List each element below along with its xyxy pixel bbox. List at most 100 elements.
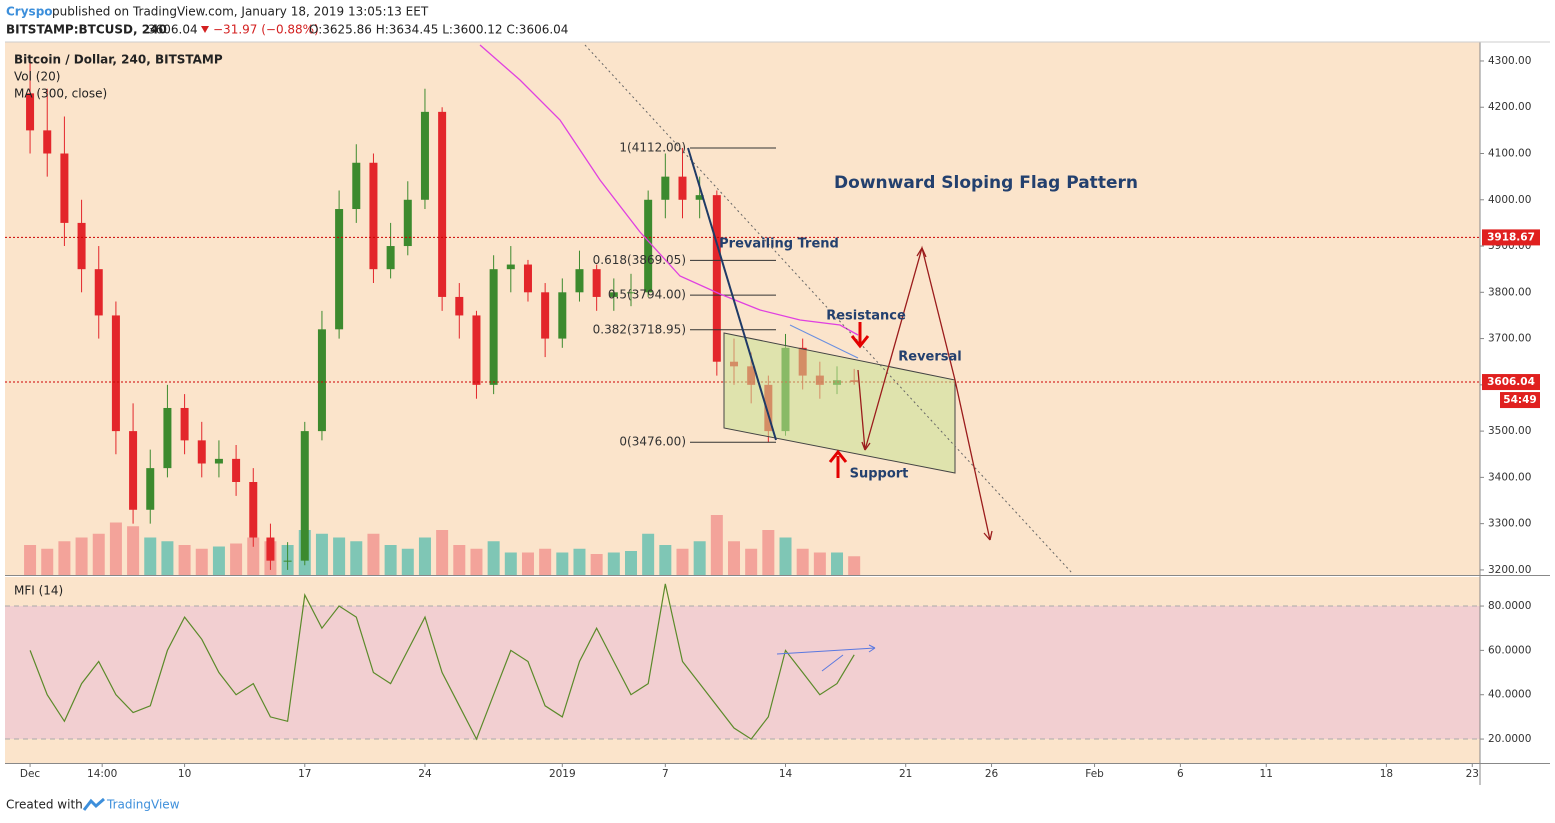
mfi-band: [5, 606, 1480, 739]
footer-brand[interactable]: TradingView: [106, 798, 180, 812]
candle-body: [111, 315, 120, 432]
volume-bar: [144, 537, 157, 575]
fib-label: 0.618(3869.05): [593, 253, 686, 267]
volume-bar: [127, 526, 140, 575]
candle-body: [232, 458, 241, 483]
volume-bar: [212, 546, 225, 575]
volume-bar: [521, 552, 534, 575]
candle-body: [335, 209, 344, 330]
volume-bar: [659, 545, 672, 575]
volume-bar: [556, 552, 569, 575]
volume-bar: [350, 541, 363, 575]
candle-body: [283, 560, 292, 562]
level-label: 3918.67: [1487, 231, 1535, 243]
mfi-layer: 20.0000 40.0000 60.0000 80.0000 Dec 14:00 10 17…: [5, 583, 1531, 780]
candle-body: [489, 269, 498, 385]
y-tick-label: 20.0000: [1488, 733, 1531, 745]
price-panel: [5, 42, 1480, 575]
level-tag: [1482, 374, 1540, 391]
volume-bar: [109, 522, 122, 575]
y-tick-label: 3200.00: [1488, 564, 1531, 576]
volume-bar: [41, 548, 54, 575]
y-tick-label: 4100.00: [1488, 148, 1531, 160]
volume-bar: [728, 541, 741, 575]
fib-label: 1(4112.00): [619, 140, 686, 154]
y-tick-label: 40.0000: [1488, 689, 1531, 701]
volume-bar: [642, 533, 655, 575]
y-tick-label: 3400.00: [1488, 471, 1531, 483]
volume-bar: [573, 548, 586, 575]
y-tick-label: 80.0000: [1488, 600, 1531, 612]
candle-body: [180, 407, 189, 441]
volume-bar: [230, 543, 243, 575]
volume-bar: [315, 533, 328, 575]
volume-bar: [779, 537, 792, 575]
candle-body: [455, 296, 464, 316]
mfi-arrow: [821, 654, 844, 672]
candle-body: [266, 537, 275, 561]
volume-bar: [195, 548, 208, 575]
volume-bar: [624, 551, 637, 575]
candle-body: [300, 431, 309, 561]
chart-title: Bitcoin / Dollar, 240, BITSTAMP: [14, 53, 223, 67]
volume-bar: [401, 548, 414, 575]
candle-body: [523, 264, 532, 293]
resistance-line: [789, 324, 859, 359]
x-tick-label: 17: [298, 768, 311, 780]
volume-bar: [590, 554, 603, 575]
volume-bar: [178, 545, 191, 575]
candle-body: [369, 162, 378, 270]
candle-body: [94, 269, 103, 316]
y-tick-label: 60.0000: [1488, 644, 1531, 656]
volume-bar: [504, 552, 517, 575]
candle-body: [609, 292, 618, 297]
author[interactable]: Cryspo: [6, 5, 53, 19]
legend-ma: MA (300, close): [14, 87, 107, 101]
y-tick-label: 4200.00: [1488, 101, 1531, 113]
volume-bar: [487, 541, 500, 575]
volume-bar: [693, 541, 706, 575]
x-tick-label: 14: [779, 768, 793, 780]
candle-body: [644, 199, 653, 293]
volume-bar: [161, 541, 174, 575]
x-tick-label: 6: [1177, 768, 1184, 780]
mfi-trend-line: [776, 647, 876, 655]
brand-logo: [82, 797, 105, 811]
y-tick-label: 3500.00: [1488, 425, 1531, 437]
volume-bar: [745, 548, 758, 575]
published: published on TradingView.com, January 18…: [52, 5, 429, 19]
y-tick-label: 3700.00: [1488, 333, 1531, 345]
down-triangle: [201, 26, 209, 33]
text-layer: Cryspo published on TradingView.com, Jan…: [6, 5, 1138, 812]
candle-body: [661, 176, 670, 200]
volume-bar: [333, 537, 346, 575]
candle-body: [26, 93, 35, 131]
legend-volume: Vol (20): [14, 70, 60, 84]
candle-body: [558, 292, 567, 339]
x-tick-label: 7: [662, 768, 669, 780]
candle-body: [541, 292, 550, 339]
candle-body: [60, 153, 69, 223]
resistance-arrow: [850, 322, 870, 349]
volume-bar: [813, 552, 826, 575]
candle-body: [249, 482, 258, 538]
change: −31.97 (−0.88%): [213, 23, 319, 37]
volume-bar: [796, 548, 809, 575]
candle-body: [506, 264, 515, 270]
candle-body: [403, 199, 412, 247]
annotation: Prevailing Trend: [719, 237, 839, 252]
volume-bar: [848, 556, 861, 575]
volume-bar: [607, 552, 620, 575]
candle-body: [420, 111, 429, 200]
volume-bar: [418, 537, 431, 575]
x-tick-label: 11: [1260, 768, 1273, 780]
candle-body: [678, 176, 687, 200]
candle-body: [146, 468, 155, 510]
candle-body: [352, 162, 361, 210]
volume-bar: [24, 545, 37, 575]
volume-bar: [247, 537, 260, 575]
x-tick-label: 10: [178, 768, 191, 780]
support-arrow: [828, 449, 848, 478]
countdown: 54:49: [1503, 394, 1536, 406]
